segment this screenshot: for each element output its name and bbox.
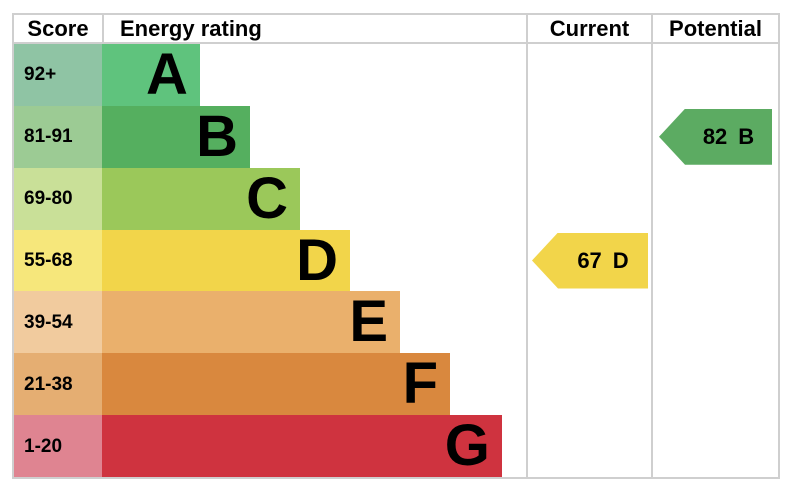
energy-rating-cell: E — [102, 291, 526, 354]
column-header-energy-rating: Energy rating — [102, 15, 526, 42]
rating-bar-g: G — [102, 415, 502, 478]
epc-bands: 92+ A 81-91 B 82 B 69-80 C 55-68 D 67 D 39-54 E 21-38 F… — [14, 44, 778, 478]
energy-rating-cell: A — [102, 44, 526, 106]
current-column-cell: 67 D — [526, 229, 651, 292]
current-score-value: 67 — [577, 247, 602, 273]
rating-letter-g: G — [444, 415, 490, 478]
rating-bar-a: A — [102, 44, 200, 106]
current-column-cell — [526, 167, 651, 230]
current-grade-letter: D — [612, 247, 629, 273]
table-row-band-b: 81-91 B 82 B — [14, 105, 778, 168]
score-range-cell: 21-38 — [14, 353, 102, 416]
current-column-cell — [526, 353, 651, 416]
energy-rating-cell: B — [102, 105, 526, 168]
potential-column-cell — [651, 415, 778, 478]
rating-letter-c: C — [246, 167, 288, 230]
score-range-cell: 92+ — [14, 44, 102, 106]
potential-column-cell — [651, 353, 778, 416]
potential-column-cell — [651, 291, 778, 354]
potential-grade-letter: B — [738, 123, 755, 149]
rating-bar-c: C — [102, 167, 300, 230]
epc-table: Score Energy rating Current Potential 92… — [12, 13, 780, 479]
rating-bar-e: E — [102, 291, 401, 354]
table-row-band-f: 21-38 F — [14, 353, 778, 416]
potential-column-cell: 82 B — [651, 105, 778, 168]
rating-letter-e: E — [349, 291, 389, 354]
rating-letter-a: A — [146, 44, 188, 106]
potential-column-cell — [651, 229, 778, 292]
column-header-score: Score — [27, 15, 89, 41]
energy-rating-cell: F — [102, 353, 526, 416]
current-column-cell — [526, 44, 651, 106]
current-rating-arrow: 67 D — [532, 232, 648, 289]
potential-column-cell — [651, 167, 778, 230]
energy-rating-cell: D — [102, 229, 526, 292]
current-column-cell — [526, 291, 651, 354]
table-header: Score Energy rating Current Potential — [14, 15, 778, 44]
current-column-cell — [526, 415, 651, 478]
table-row-band-d: 55-68 D 67 D — [14, 229, 778, 292]
rating-bar-b: B — [102, 105, 250, 168]
energy-rating-cell: C — [102, 167, 526, 230]
potential-column-cell — [651, 44, 778, 106]
score-range-cell: 69-80 — [14, 167, 102, 230]
score-range-cell: 81-91 — [14, 105, 102, 168]
rating-bar-d: D — [102, 229, 351, 292]
table-row-band-a: 92+ A — [14, 44, 778, 106]
rating-letter-d: D — [296, 229, 339, 292]
rating-letter-f: F — [402, 353, 439, 416]
rating-letter-b: B — [196, 105, 238, 168]
potential-score-value: 82 — [702, 123, 728, 149]
table-row-band-g: 1-20 G — [14, 415, 778, 478]
column-header-potential: Potential — [651, 15, 778, 42]
column-header-current: Current — [526, 15, 651, 42]
score-range-cell: 55-68 — [14, 229, 102, 292]
table-row-band-e: 39-54 E — [14, 291, 778, 354]
current-column-cell — [526, 105, 651, 168]
energy-rating-cell: G — [102, 415, 526, 478]
table-row-band-c: 69-80 C — [14, 167, 778, 230]
score-range-cell: 1-20 — [14, 415, 102, 478]
score-range-cell: 39-54 — [14, 291, 102, 354]
rating-bar-f: F — [102, 353, 451, 416]
potential-rating-arrow: 82 B — [659, 108, 772, 165]
